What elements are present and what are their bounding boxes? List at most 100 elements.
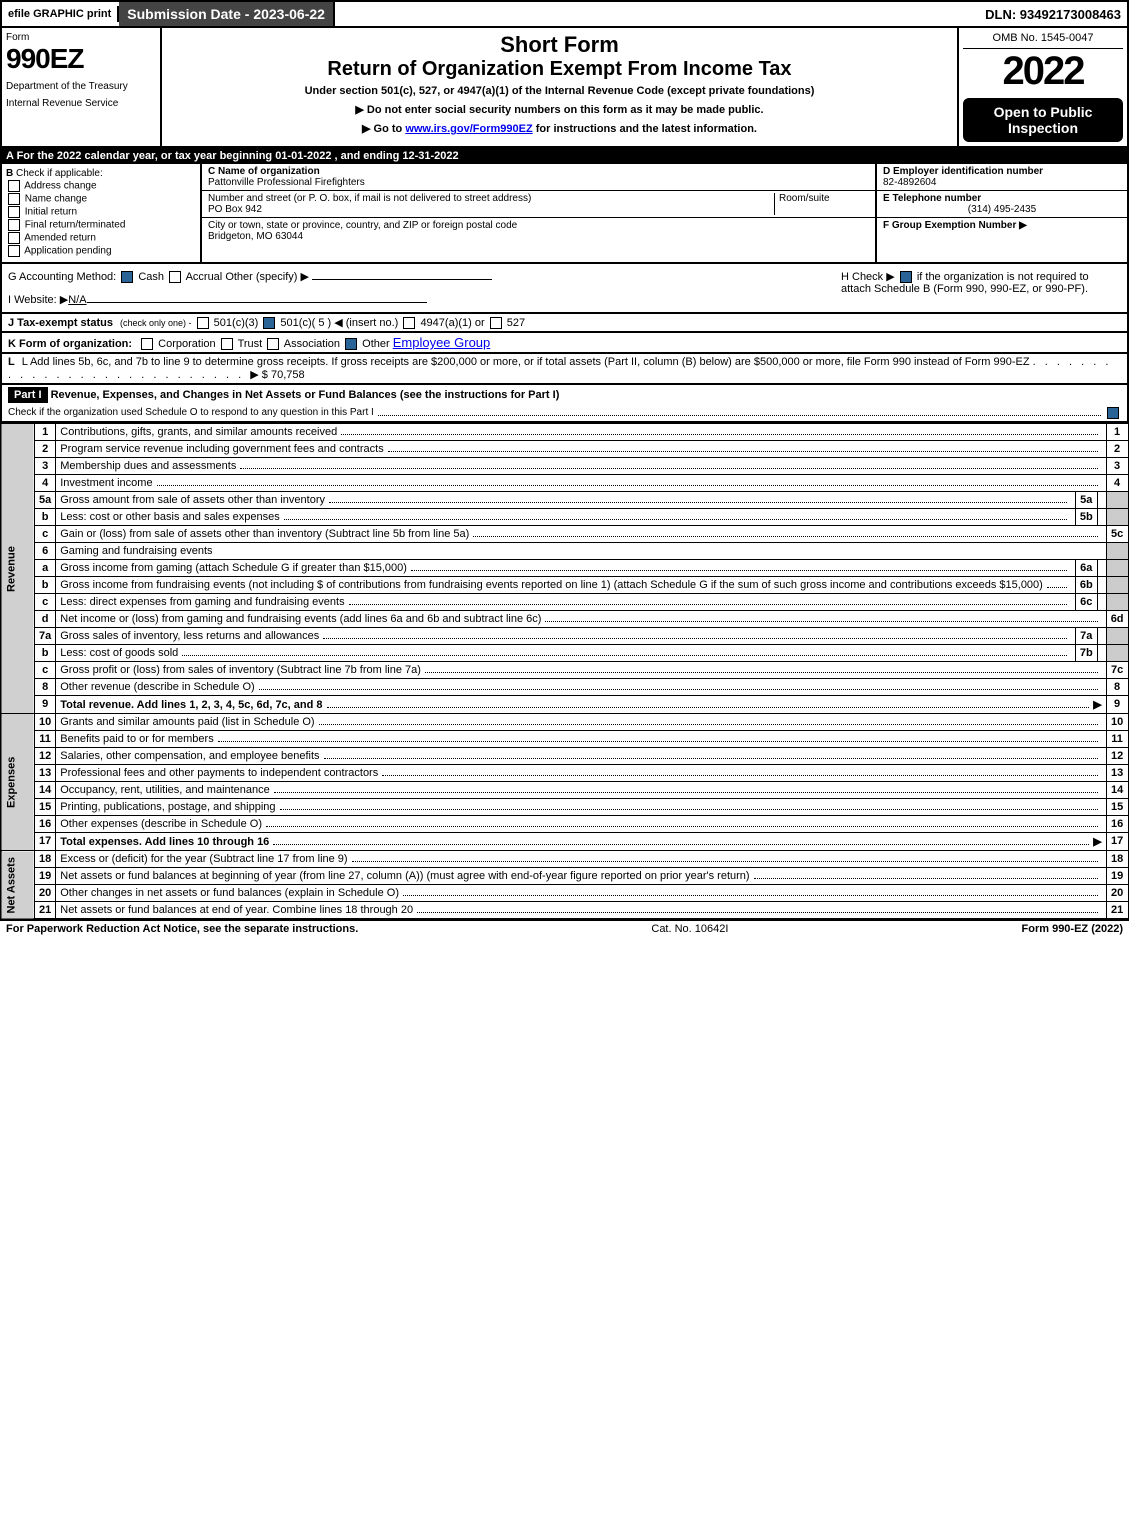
line-desc: Other changes in net assets or fund bala… bbox=[56, 885, 1106, 902]
line-6: 6Gaming and fundraising events bbox=[1, 543, 1129, 560]
line-num: 17 bbox=[35, 833, 56, 851]
line-desc: Gain or (loss) from sale of assets other… bbox=[56, 526, 1106, 543]
line-12: 12Salaries, other compensation, and empl… bbox=[1, 748, 1129, 765]
part1-table: Revenue1Contributions, gifts, grants, an… bbox=[0, 423, 1129, 920]
chk-address-change[interactable]: Address change bbox=[6, 180, 196, 192]
line-num: 6 bbox=[35, 543, 56, 560]
line-num: 16 bbox=[35, 816, 56, 833]
line-desc: Other expenses (describe in Schedule O) bbox=[56, 816, 1106, 833]
right-num: 5c bbox=[1106, 526, 1128, 543]
line-k: K Form of organization: Corporation Trus… bbox=[0, 333, 1129, 354]
line-num: 4 bbox=[35, 475, 56, 492]
sub-label: 7b bbox=[1075, 645, 1097, 662]
room-label: Room/suite bbox=[774, 193, 869, 215]
website: N/A bbox=[68, 294, 86, 306]
line-1: Revenue1Contributions, gifts, grants, an… bbox=[1, 424, 1129, 441]
form-number: 990EZ bbox=[6, 43, 156, 75]
line-num: a bbox=[35, 560, 56, 577]
line-7a: 7aGross sales of inventory, less returns… bbox=[1, 628, 1129, 645]
line-l: L L Add lines 5b, 6c, and 7b to line 9 t… bbox=[0, 354, 1129, 385]
section-c: C Name of organization Pattonville Profe… bbox=[202, 164, 875, 262]
chk-name-change[interactable]: Name change bbox=[6, 193, 196, 205]
city-label: City or town, state or province, country… bbox=[208, 220, 869, 231]
sub-value bbox=[1097, 492, 1106, 509]
line-i: I Website: ▶N/A bbox=[8, 293, 841, 306]
line-desc: Net assets or fund balances at end of ye… bbox=[56, 902, 1106, 920]
line-desc: Occupancy, rent, utilities, and maintena… bbox=[56, 782, 1106, 799]
chk-initial-return[interactable]: Initial return bbox=[6, 206, 196, 218]
line-desc: Gross sales of inventory, less returns a… bbox=[56, 628, 1076, 645]
line-num: c bbox=[35, 594, 56, 611]
line-desc: Less: cost or other basis and sales expe… bbox=[56, 509, 1076, 526]
section-b: B Check if applicable: Address change Na… bbox=[2, 164, 202, 262]
chk-527[interactable] bbox=[490, 317, 502, 329]
part1-bar: Part I bbox=[8, 387, 48, 403]
sub-value bbox=[1097, 560, 1106, 577]
chk-amended-return[interactable]: Amended return bbox=[6, 232, 196, 244]
chk-schedule-o[interactable] bbox=[1107, 407, 1119, 419]
line-desc: Net income or (loss) from gaming and fun… bbox=[56, 611, 1106, 628]
line-13: 13Professional fees and other payments t… bbox=[1, 765, 1129, 782]
other-org-val[interactable]: Employee Group bbox=[393, 335, 491, 350]
ssn-note: ▶ Do not enter social security numbers o… bbox=[166, 103, 953, 116]
line-17: 17Total expenses. Add lines 10 through 1… bbox=[1, 833, 1129, 851]
line-10: Expenses10Grants and similar amounts pai… bbox=[1, 714, 1129, 731]
side-net-assets: Net Assets bbox=[1, 851, 35, 920]
right-num bbox=[1106, 560, 1128, 577]
footer-left: For Paperwork Reduction Act Notice, see … bbox=[6, 923, 358, 935]
chk-trust[interactable] bbox=[221, 338, 233, 350]
return-title: Return of Organization Exempt From Incom… bbox=[166, 58, 953, 81]
right-num bbox=[1106, 492, 1128, 509]
line-21: 21Net assets or fund balances at end of … bbox=[1, 902, 1129, 920]
right-num bbox=[1106, 628, 1128, 645]
chk-accrual[interactable] bbox=[169, 271, 181, 283]
chk-application-pending[interactable]: Application pending bbox=[6, 245, 196, 257]
tax-year: 2022 bbox=[963, 49, 1123, 94]
part1-header: Part I Revenue, Expenses, and Changes in… bbox=[0, 385, 1129, 423]
part1-sub: Check if the organization used Schedule … bbox=[8, 407, 374, 419]
line-num: c bbox=[35, 526, 56, 543]
line-num: 7a bbox=[35, 628, 56, 645]
line-desc: Gross profit or (loss) from sales of inv… bbox=[56, 662, 1106, 679]
line-desc: Less: direct expenses from gaming and fu… bbox=[56, 594, 1076, 611]
line-num: 5a bbox=[35, 492, 56, 509]
line-desc: Other revenue (describe in Schedule O) bbox=[56, 679, 1106, 696]
line-19: 19Net assets or fund balances at beginni… bbox=[1, 868, 1129, 885]
line-6a: aGross income from gaming (attach Schedu… bbox=[1, 560, 1129, 577]
chk-cash[interactable] bbox=[121, 271, 133, 283]
page-footer: For Paperwork Reduction Act Notice, see … bbox=[0, 920, 1129, 937]
line-num: 20 bbox=[35, 885, 56, 902]
chk-final-return[interactable]: Final return/terminated bbox=[6, 219, 196, 231]
right-num: 15 bbox=[1106, 799, 1128, 816]
line-6b: bGross income from fundraising events (n… bbox=[1, 577, 1129, 594]
line-20: 20Other changes in net assets or fund ba… bbox=[1, 885, 1129, 902]
line-desc: Total revenue. Add lines 1, 2, 3, 4, 5c,… bbox=[56, 696, 1106, 714]
efile-label[interactable]: efile GRAPHIC print bbox=[2, 6, 119, 22]
chk-schedule-b[interactable] bbox=[900, 271, 912, 283]
sub-label: 7a bbox=[1075, 628, 1097, 645]
chk-corporation[interactable] bbox=[141, 338, 153, 350]
right-num: 14 bbox=[1106, 782, 1128, 799]
form-header: Form 990EZ Department of the Treasury In… bbox=[0, 28, 1129, 148]
chk-4947[interactable] bbox=[403, 317, 415, 329]
line-num: 21 bbox=[35, 902, 56, 920]
footer-cat: Cat. No. 10642I bbox=[358, 923, 1021, 935]
line-4: 4Investment income4 bbox=[1, 475, 1129, 492]
line-6d: dNet income or (loss) from gaming and fu… bbox=[1, 611, 1129, 628]
chk-other-org[interactable] bbox=[345, 338, 357, 350]
chk-association[interactable] bbox=[267, 338, 279, 350]
line-desc: Excess or (deficit) for the year (Subtra… bbox=[56, 851, 1106, 868]
chk-501c3[interactable] bbox=[197, 317, 209, 329]
irs-link[interactable]: www.irs.gov/Form990EZ bbox=[405, 123, 532, 135]
line-7c: cGross profit or (loss) from sales of in… bbox=[1, 662, 1129, 679]
line-h: H Check ▶ if the organization is not req… bbox=[841, 270, 1121, 306]
right-num bbox=[1106, 645, 1128, 662]
line-num: 13 bbox=[35, 765, 56, 782]
line-desc: Gross amount from sale of assets other t… bbox=[56, 492, 1076, 509]
right-num: 10 bbox=[1106, 714, 1128, 731]
right-num bbox=[1106, 577, 1128, 594]
phone: (314) 495-2435 bbox=[883, 204, 1121, 215]
line-num: 12 bbox=[35, 748, 56, 765]
line-desc: Less: cost of goods sold bbox=[56, 645, 1076, 662]
chk-501c[interactable] bbox=[263, 317, 275, 329]
